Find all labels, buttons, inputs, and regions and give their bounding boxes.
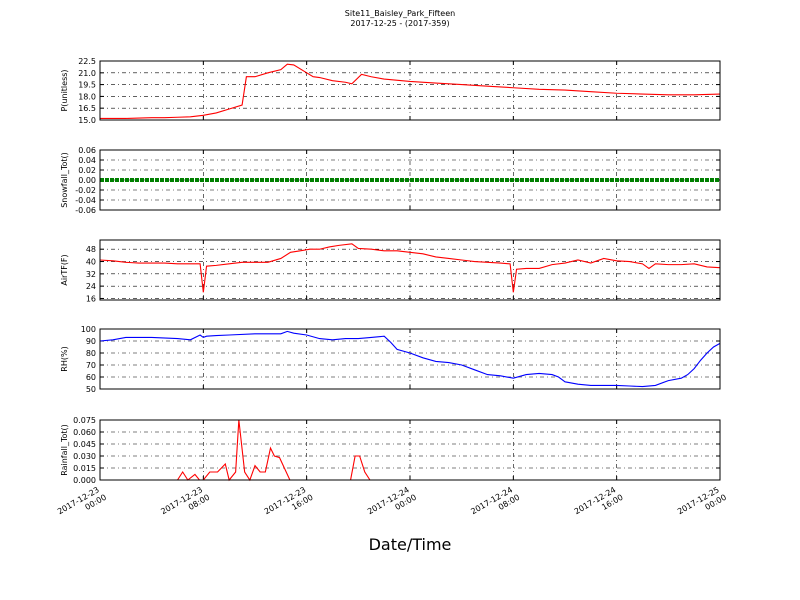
y-tick-label: 0.075 xyxy=(73,416,96,425)
y-tick-label: 15.0 xyxy=(78,116,96,125)
y-tick-label: 0.04 xyxy=(78,156,96,165)
y-tick-label: 19.5 xyxy=(78,81,96,90)
plot-frame xyxy=(99,328,721,390)
y-tick-label: 18.0 xyxy=(78,92,96,101)
y-tick-label: 0.06 xyxy=(78,146,96,155)
plot-frame xyxy=(99,419,721,481)
data-line xyxy=(100,419,720,482)
y-tick-label: 50 xyxy=(86,385,96,394)
y-axis-label: Rainfall_Tot() xyxy=(60,424,69,476)
y-axis-label: AirTF(F) xyxy=(60,254,69,285)
y-axis-label: RH(%) xyxy=(60,346,69,371)
plot-frame xyxy=(99,239,721,301)
chart-subtitle: 2017-12-25 - (2017-359) xyxy=(350,19,449,28)
plot-frame xyxy=(99,60,721,121)
y-tick-label: 0.030 xyxy=(73,452,96,461)
data-line xyxy=(99,330,721,388)
y-tick-label: 16.5 xyxy=(78,104,96,113)
y-tick-label: 24 xyxy=(86,282,96,291)
y-tick-label: 16 xyxy=(86,294,96,303)
y-tick-label: 0.060 xyxy=(73,428,96,437)
y-tick-label: 0.015 xyxy=(73,464,96,473)
y-tick-label: -0.04 xyxy=(75,196,96,205)
y-tick-label: 0.045 xyxy=(73,440,96,449)
y-tick-label: -0.06 xyxy=(75,206,96,215)
data-line xyxy=(99,243,721,293)
y-tick-label: 70 xyxy=(86,361,96,370)
y-tick-label: 100 xyxy=(81,325,96,334)
y-tick-label: 0.00 xyxy=(78,176,96,185)
plot-frame xyxy=(99,149,721,211)
y-tick-label: 90 xyxy=(86,337,96,346)
y-axis-label: P(unitless) xyxy=(60,69,69,111)
y-tick-label: 21.0 xyxy=(78,69,96,78)
y-tick-label: 32 xyxy=(86,270,96,279)
y-tick-label: 80 xyxy=(86,349,96,358)
y-tick-label: -0.02 xyxy=(75,186,96,195)
y-tick-label: 0.000 xyxy=(73,476,96,485)
x-axis-label: Date/Time xyxy=(369,535,452,554)
y-axis-label: Snowfall_Tot() xyxy=(60,152,69,208)
y-tick-label: 40 xyxy=(86,258,96,267)
y-tick-label: 48 xyxy=(86,245,96,254)
data-line xyxy=(100,63,721,119)
y-tick-label: 0.02 xyxy=(78,166,96,175)
y-tick-label: 60 xyxy=(86,373,96,382)
y-tick-label: 22.5 xyxy=(78,57,96,66)
chart-title: Site11_Baisley_Park_Fifteen xyxy=(345,9,455,18)
